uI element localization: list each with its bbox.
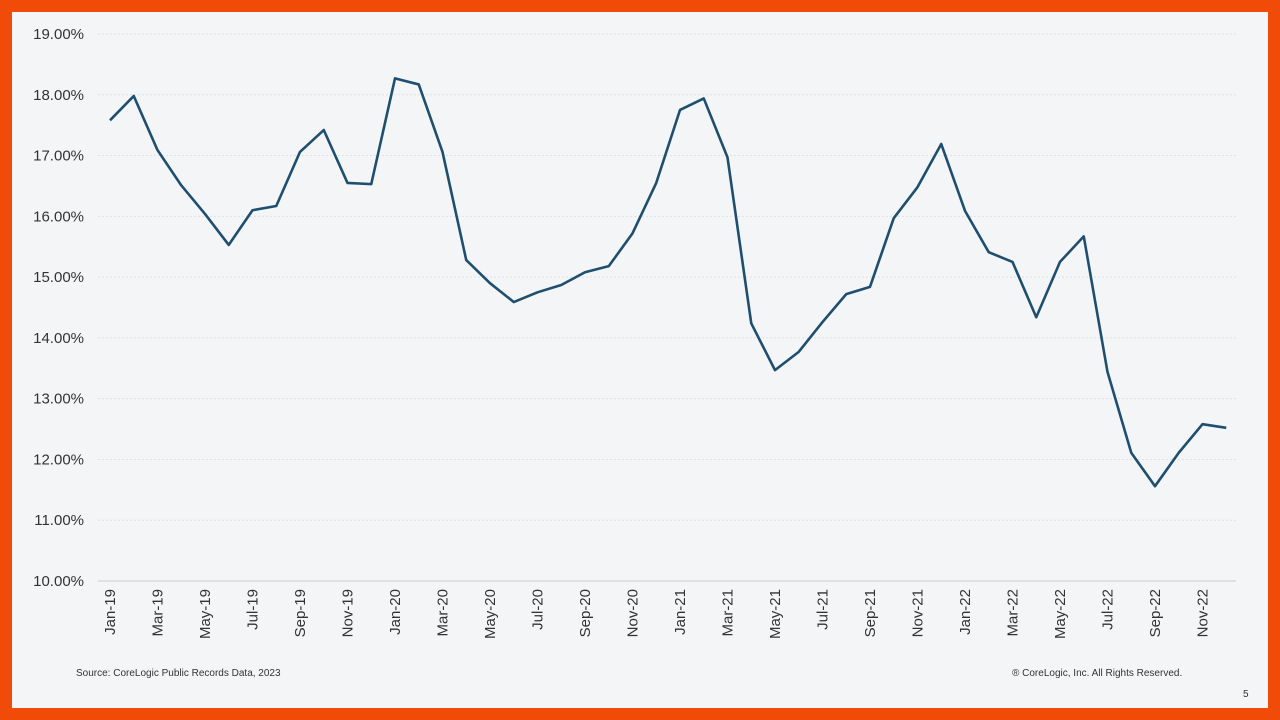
x-tick-label: Mar-20 (435, 589, 452, 637)
y-tick-label: 11.00% (34, 512, 84, 529)
x-tick-label: Mar-22 (1005, 589, 1022, 637)
x-tick-label: Jul-19 (245, 589, 262, 630)
x-tick-label: Sep-21 (862, 589, 879, 637)
y-tick-label: 17.00% (33, 148, 84, 165)
x-tick-label: May-21 (767, 589, 784, 639)
line-chart: 10.00% 11.00% 12.00% 13.00% 14.00% 15.00% 16.0… (33, 26, 1236, 639)
x-tick-label: Sep-19 (292, 589, 309, 637)
x-tick-label: Jan-21 (672, 589, 689, 635)
y-tick-label: 13.00% (33, 391, 84, 408)
x-tick-label: Nov-20 (625, 589, 642, 637)
source-note: Source: CoreLogic Public Records Data, 2… (76, 668, 281, 679)
slide: 10.00% 11.00% 12.00% 13.00% 14.00% 15.00% 16.0… (12, 12, 1268, 708)
x-tick-label: Jan-20 (387, 589, 404, 635)
x-tick-label: Jul-22 (1100, 589, 1117, 630)
y-tick-label: 12.00% (33, 451, 84, 468)
y-tick-label: 18.00% (33, 87, 84, 104)
x-tick-label: Jan-22 (957, 589, 974, 635)
x-tick-label: Sep-22 (1147, 589, 1164, 637)
x-tick-label: Jan-19 (102, 589, 119, 635)
series-line (109, 77, 1227, 488)
x-tick-label: Nov-21 (910, 589, 927, 637)
y-tick-label: 19.00% (33, 26, 84, 43)
x-tick-label: Nov-22 (1195, 589, 1212, 637)
x-tick-label: Sep-20 (577, 589, 594, 637)
x-tick-label: Nov-19 (340, 589, 357, 637)
x-tick-label: May-20 (482, 589, 499, 639)
y-tick-label: 15.00% (33, 269, 84, 286)
x-tick-label: Jul-20 (530, 589, 547, 630)
y-tick-label: 10.00% (33, 573, 84, 590)
x-tick-label: Mar-21 (720, 589, 737, 637)
page-number: 5 (1243, 689, 1249, 700)
y-tick-label: 14.00% (33, 330, 84, 347)
copyright-note: ® CoreLogic, Inc. All Rights Reserved. (1012, 668, 1183, 679)
y-tick-label: 16.00% (33, 208, 84, 225)
x-tick-label: May-19 (197, 589, 214, 639)
x-tick-label: Mar-19 (150, 589, 167, 637)
x-tick-label: May-22 (1052, 589, 1069, 639)
x-tick-label: Jul-21 (815, 589, 832, 630)
